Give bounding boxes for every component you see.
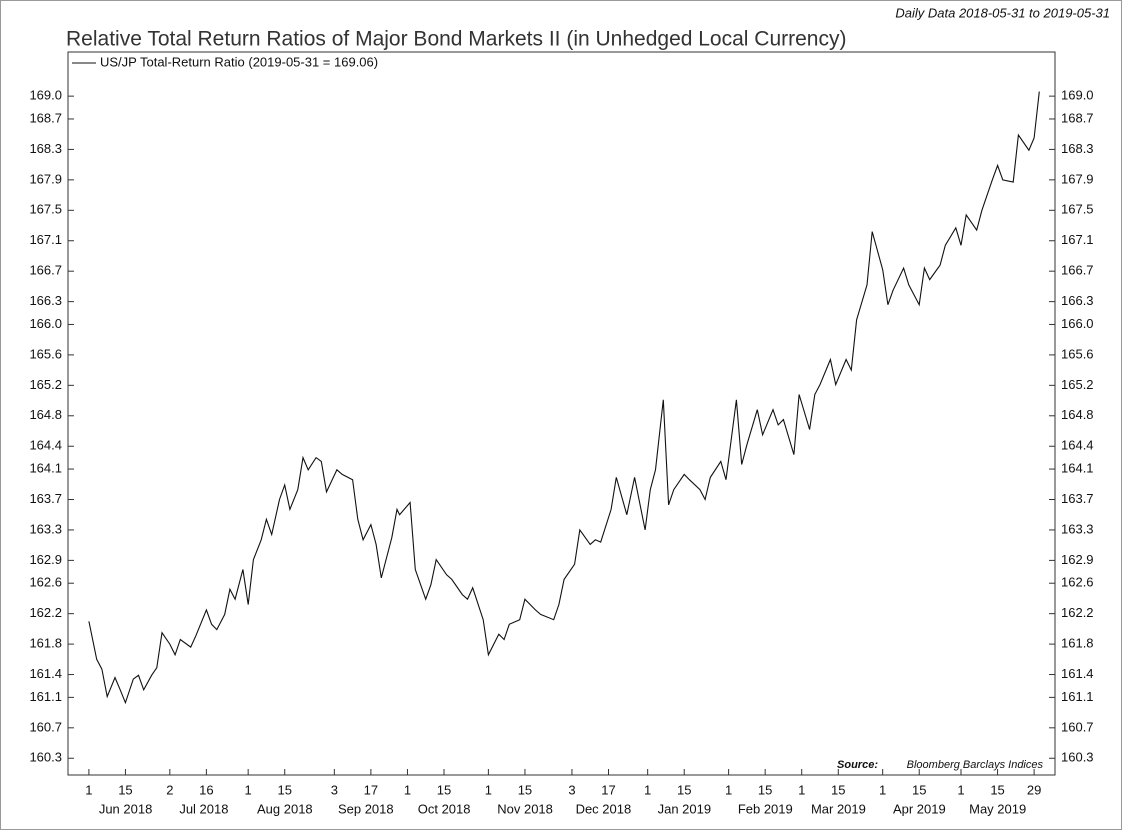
y2-tick-label: 163.7: [1061, 491, 1094, 506]
x-tick-label: 29: [1027, 782, 1041, 797]
y-tick-label: 160.7: [29, 719, 62, 734]
y2-tick-label: 161.1: [1061, 689, 1094, 704]
y-tick-label: 162.9: [29, 552, 62, 567]
y2-tick-label: 167.5: [1061, 202, 1094, 217]
month-label: Sep 2018: [338, 801, 394, 816]
plot-frame: [67, 51, 1056, 776]
month-label: Nov 2018: [497, 801, 553, 816]
x-tick-label: 3: [568, 782, 575, 797]
month-label: Aug 2018: [257, 801, 313, 816]
x-tick-label: 1: [879, 782, 886, 797]
y-tick-label: 161.1: [29, 689, 62, 704]
y-tick-label: 165.6: [29, 346, 62, 361]
x-tick-label: 1: [485, 782, 492, 797]
month-label: Oct 2018: [418, 801, 471, 816]
series-line: [88, 91, 1040, 705]
y-tick-label: 164.4: [29, 438, 62, 453]
y2-tick-label: 161.8: [1061, 636, 1094, 651]
chart-title: Relative Total Return Ratios of Major Bo…: [66, 28, 846, 51]
y-tick-label: 167.5: [29, 202, 62, 217]
y2-tick-label: 166.3: [1061, 293, 1094, 308]
y2-tick-label: 166.7: [1061, 263, 1094, 278]
x-tick-label: 15: [990, 782, 1004, 797]
y-tick-label: 167.1: [29, 232, 62, 247]
y2-tick-label: 165.2: [1061, 377, 1094, 392]
x-tick-label: 2: [166, 782, 173, 797]
y-tick-label: 168.7: [29, 110, 62, 125]
y-tick-label: 166.7: [29, 263, 62, 278]
x-tick-label: 17: [601, 782, 615, 797]
x-tick-label: 15: [677, 782, 691, 797]
y2-tick-label: 164.4: [1061, 438, 1094, 453]
y-tick-label: 167.9: [29, 171, 62, 186]
y2-tick-label: 168.3: [1061, 141, 1094, 156]
x-tick-label: 17: [364, 782, 378, 797]
y-tick-label: 162.2: [29, 605, 62, 620]
y-tick-label: 162.6: [29, 575, 62, 590]
y2-tick-label: 163.3: [1061, 521, 1094, 536]
y-tick-label: 165.2: [29, 377, 62, 392]
y2-tick-label: 164.8: [1061, 407, 1094, 422]
y2-tick-label: 169.0: [1061, 88, 1094, 103]
x-tick-label: 15: [437, 782, 451, 797]
y-tick-label: 168.3: [29, 141, 62, 156]
month-label: Feb 2019: [738, 801, 793, 816]
month-label: Apr 2019: [893, 801, 946, 816]
x-tick-label: 15: [277, 782, 291, 797]
month-label: Jul 2018: [179, 801, 228, 816]
y-tick-label: 163.3: [29, 521, 62, 536]
y2-tick-label: 166.0: [1061, 316, 1094, 331]
x-tick-label: 16: [199, 782, 213, 797]
x-tick-label: 15: [518, 782, 532, 797]
month-label: May 2019: [969, 801, 1026, 816]
y2-tick-label: 167.1: [1061, 232, 1094, 247]
source-label: Source:: [837, 759, 878, 771]
month-label: Mar 2019: [811, 801, 866, 816]
y-tick-label: 166.0: [29, 316, 62, 331]
y-tick-label: 160.3: [29, 750, 62, 765]
y2-tick-label: 164.1: [1061, 460, 1094, 475]
x-tick-label: 3: [331, 782, 338, 797]
x-tick-label: 1: [404, 782, 411, 797]
month-label: Jun 2018: [99, 801, 153, 816]
y-tick-label: 163.7: [29, 491, 62, 506]
month-label: Jan 2019: [658, 801, 712, 816]
y2-tick-label: 161.4: [1061, 666, 1094, 681]
y2-tick-label: 162.2: [1061, 605, 1094, 620]
x-tick-label: 1: [644, 782, 651, 797]
y-tick-label: 164.8: [29, 407, 62, 422]
y2-tick-label: 162.6: [1061, 575, 1094, 590]
x-tick-label: 15: [831, 782, 845, 797]
x-tick-label: 15: [758, 782, 772, 797]
legend-label: US/JP Total-Return Ratio (2019-05-31 = 1…: [100, 54, 378, 69]
y2-tick-label: 167.9: [1061, 171, 1094, 186]
x-tick-label: 1: [245, 782, 252, 797]
x-tick-label: 1: [957, 782, 964, 797]
y2-tick-label: 160.7: [1061, 719, 1094, 734]
y2-tick-label: 165.6: [1061, 346, 1094, 361]
y-tick-label: 161.8: [29, 636, 62, 651]
x-tick-label: 1: [725, 782, 732, 797]
x-tick-label: 15: [118, 782, 132, 797]
y2-tick-label: 162.9: [1061, 552, 1094, 567]
y-tick-label: 169.0: [29, 88, 62, 103]
x-tick-label: 1: [798, 782, 805, 797]
y2-tick-label: 168.7: [1061, 110, 1094, 125]
date-range: Daily Data 2018-05-31 to 2019-05-31: [895, 5, 1110, 20]
source: Bloomberg Barclays Indices: [907, 759, 1044, 771]
y2-tick-label: 160.3: [1061, 750, 1094, 765]
y-tick-label: 161.4: [29, 666, 62, 681]
y-tick-label: 166.3: [29, 293, 62, 308]
x-tick-label: 15: [912, 782, 926, 797]
y-tick-label: 164.1: [29, 460, 62, 475]
x-tick-label: 1: [85, 782, 92, 797]
month-label: Dec 2018: [576, 801, 632, 816]
